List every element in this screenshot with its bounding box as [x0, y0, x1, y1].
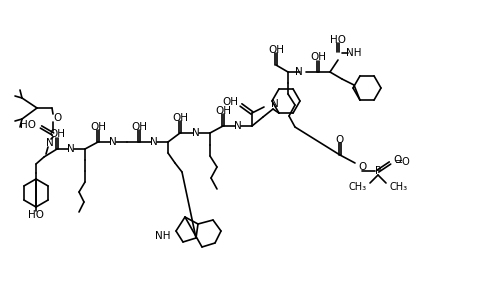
Text: NH: NH — [154, 231, 170, 241]
Text: N: N — [192, 128, 200, 138]
Text: =O: =O — [395, 157, 411, 167]
Text: OH: OH — [268, 45, 284, 55]
Text: P: P — [375, 166, 381, 176]
Text: CH₃: CH₃ — [389, 182, 407, 192]
Text: HO: HO — [28, 210, 44, 220]
Text: N: N — [46, 138, 54, 148]
Text: N: N — [234, 121, 242, 131]
Text: HO: HO — [20, 120, 36, 130]
Text: N: N — [295, 67, 303, 77]
Text: N: N — [109, 137, 117, 147]
Text: HO: HO — [330, 35, 346, 45]
Text: O: O — [336, 135, 344, 145]
Text: OH: OH — [215, 106, 231, 116]
Text: N: N — [150, 137, 158, 147]
Text: N: N — [67, 144, 75, 154]
Text: OH: OH — [222, 97, 238, 107]
Text: OH: OH — [131, 122, 147, 132]
Text: N: N — [271, 99, 279, 109]
Text: OH: OH — [172, 113, 188, 123]
Text: O: O — [358, 162, 366, 172]
Text: O: O — [53, 113, 61, 123]
Text: O: O — [393, 155, 401, 165]
Text: OH: OH — [310, 52, 326, 62]
Text: OH: OH — [90, 122, 106, 132]
Text: OH: OH — [49, 129, 65, 139]
Text: NH: NH — [346, 48, 361, 58]
Text: CH₃: CH₃ — [349, 182, 367, 192]
